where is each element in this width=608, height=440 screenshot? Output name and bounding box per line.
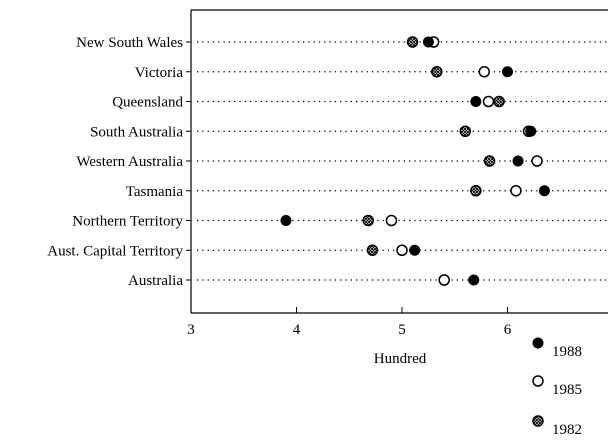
data-point-1982 xyxy=(483,155,496,167)
data-point-1985 xyxy=(510,185,522,197)
data-point-1982 xyxy=(431,66,443,78)
data-point-1985 xyxy=(396,244,408,256)
legend-marker-1985 xyxy=(532,375,544,387)
category-label: New South Wales xyxy=(76,35,183,51)
data-point-1985 xyxy=(482,95,495,108)
x-tick-label: 4 xyxy=(293,322,301,338)
category-label: Tasmania xyxy=(126,184,184,200)
legend: 1988 1985 1982 xyxy=(532,337,582,438)
data-point-1982 xyxy=(362,214,374,227)
data-point-1988 xyxy=(502,66,513,78)
legend-label: 1982 xyxy=(552,422,582,438)
data-point-1988 xyxy=(280,215,292,226)
legend-marker-1982 xyxy=(532,415,544,427)
data-point-1982 xyxy=(470,185,482,197)
data-point-1988 xyxy=(525,125,537,137)
data-point-1985 xyxy=(385,214,398,227)
category-label: Northern Territory xyxy=(72,214,183,230)
data-point-1988 xyxy=(470,96,482,107)
category-label: South Australia xyxy=(90,124,183,140)
category-label: Queensland xyxy=(112,95,183,111)
row-guides xyxy=(186,41,608,281)
legend-label: 1988 xyxy=(552,344,582,360)
category-labels: New South Wales Victoria Queensland South A… xyxy=(47,35,183,289)
data-point-1988 xyxy=(468,274,480,286)
data-point-1982 xyxy=(366,244,379,256)
category-label: Victoria xyxy=(135,65,184,81)
x-tick-label: 3 xyxy=(187,322,195,338)
data-point-1988 xyxy=(512,155,524,167)
data-point-1982 xyxy=(493,95,505,108)
x-tick-label: 5 xyxy=(398,322,406,338)
data-point-1982 xyxy=(459,125,472,137)
category-label: Aust. Capital Territory xyxy=(47,243,183,259)
data-markers xyxy=(280,36,550,286)
data-point-1985 xyxy=(478,66,491,78)
data-point-1988 xyxy=(409,244,421,256)
data-point-1985 xyxy=(438,274,450,286)
x-axis: 34567 xyxy=(187,307,512,338)
category-label: Australia xyxy=(128,273,183,289)
data-point-1988 xyxy=(538,185,550,197)
category-label: Western Australia xyxy=(76,154,183,170)
legend-label: 1985 xyxy=(552,382,582,398)
data-point-1982 xyxy=(406,36,419,48)
data-point-1985 xyxy=(531,155,543,167)
x-tick-label: 6 xyxy=(504,322,512,338)
x-axis-title: Hundred xyxy=(374,351,427,367)
data-point-1988 xyxy=(422,36,434,48)
legend-marker-1988 xyxy=(532,337,544,349)
